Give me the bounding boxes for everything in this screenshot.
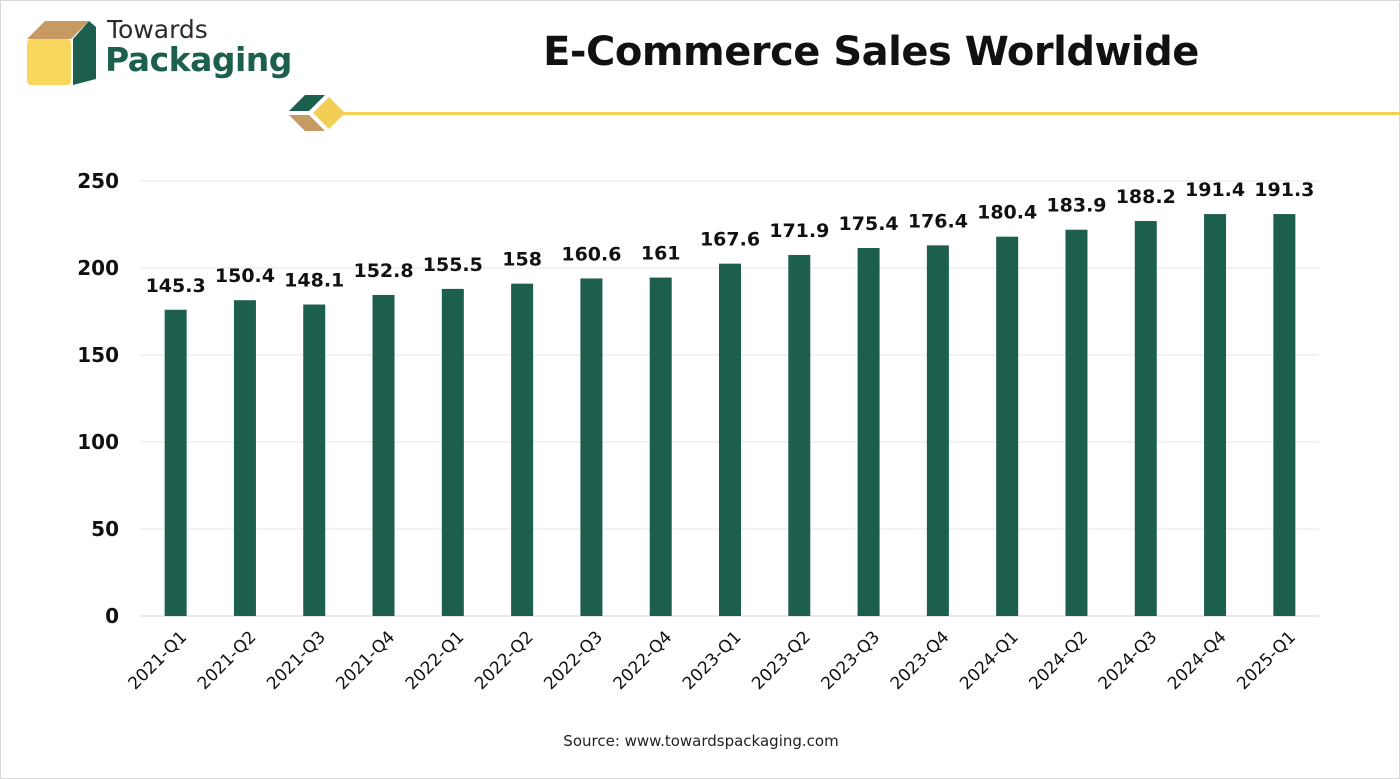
data-label: 188.2 xyxy=(1116,186,1176,208)
x-tick-label: 2021-Q2 xyxy=(194,627,261,694)
bar xyxy=(441,288,464,616)
diamond-accent-icon xyxy=(289,95,345,131)
brand-logo: Towards Packaging xyxy=(23,15,292,87)
bar xyxy=(233,300,256,616)
data-label: 175.4 xyxy=(839,213,899,235)
chart-title: E-Commerce Sales Worldwide xyxy=(543,29,1199,75)
x-tick-label: 2023-Q1 xyxy=(679,627,746,694)
data-label: 183.9 xyxy=(1046,195,1106,217)
y-tick-label: 150 xyxy=(77,343,119,367)
data-label: 176.4 xyxy=(908,210,968,232)
bar xyxy=(303,304,326,616)
data-label: 167.6 xyxy=(700,229,760,251)
bar xyxy=(580,278,603,616)
x-tick-label: 2023-Q4 xyxy=(887,627,954,694)
x-tick-label: 2022-Q3 xyxy=(540,627,607,694)
box-logo-icon xyxy=(27,21,96,85)
x-tick-label: 2024-Q1 xyxy=(956,627,1023,694)
y-tick-label: 0 xyxy=(105,604,119,628)
bar xyxy=(719,263,741,616)
data-label: 148.1 xyxy=(284,270,344,292)
x-tick-label: 2021-Q4 xyxy=(332,627,399,694)
x-tick-label: 2021-Q3 xyxy=(263,627,330,694)
bar xyxy=(164,309,187,616)
y-tick-label: 50 xyxy=(91,517,119,541)
bar xyxy=(511,283,534,616)
x-tick-label: 2024-Q3 xyxy=(1095,627,1162,694)
x-tick-label: 2022-Q4 xyxy=(610,627,677,694)
data-label: 161 xyxy=(641,243,681,265)
brand-name-top: Towards xyxy=(107,15,208,44)
bar-chart: 0 50 100 150 200 250 145.3 2021-Q1 150.4 2021-Q2 1… xyxy=(77,169,1319,694)
data-label: 160.6 xyxy=(561,243,621,265)
bar xyxy=(857,247,880,616)
y-tick-label: 250 xyxy=(77,169,119,193)
data-label: 191.4 xyxy=(1185,179,1245,201)
bar xyxy=(649,277,672,616)
data-label: 152.8 xyxy=(353,260,413,282)
x-tick-label: 2022-Q2 xyxy=(471,627,538,694)
data-label: 171.9 xyxy=(769,220,829,242)
x-tick-label: 2022-Q1 xyxy=(402,627,469,694)
y-tick-label: 100 xyxy=(77,430,119,454)
bar xyxy=(372,294,395,616)
bar xyxy=(1065,229,1088,616)
y-tick-label: 200 xyxy=(77,256,119,280)
data-label: 191.3 xyxy=(1254,179,1314,201)
bar xyxy=(1204,214,1227,616)
data-label: 158 xyxy=(502,249,542,271)
bar xyxy=(1134,221,1157,616)
bar xyxy=(926,245,949,616)
x-tick-label: 2023-Q3 xyxy=(818,627,885,694)
bar xyxy=(1273,214,1296,616)
accent-line xyxy=(341,112,1400,115)
source-note: Source: www.towardspackaging.com xyxy=(563,732,839,750)
bar xyxy=(788,254,811,616)
data-label: 155.5 xyxy=(423,254,483,276)
data-label: 150.4 xyxy=(215,265,275,287)
bar xyxy=(996,236,1019,616)
x-tick-label: 2023-Q2 xyxy=(748,627,815,694)
x-tick-label: 2024-Q2 xyxy=(1025,627,1092,694)
data-label: 145.3 xyxy=(146,275,206,297)
x-tick-label: 2021-Q1 xyxy=(125,627,192,694)
brand-name-bottom: Packaging xyxy=(105,40,292,79)
data-label: 180.4 xyxy=(977,202,1037,224)
x-tick-label: 2025-Q1 xyxy=(1233,627,1300,694)
x-tick-label: 2024-Q4 xyxy=(1164,627,1231,694)
